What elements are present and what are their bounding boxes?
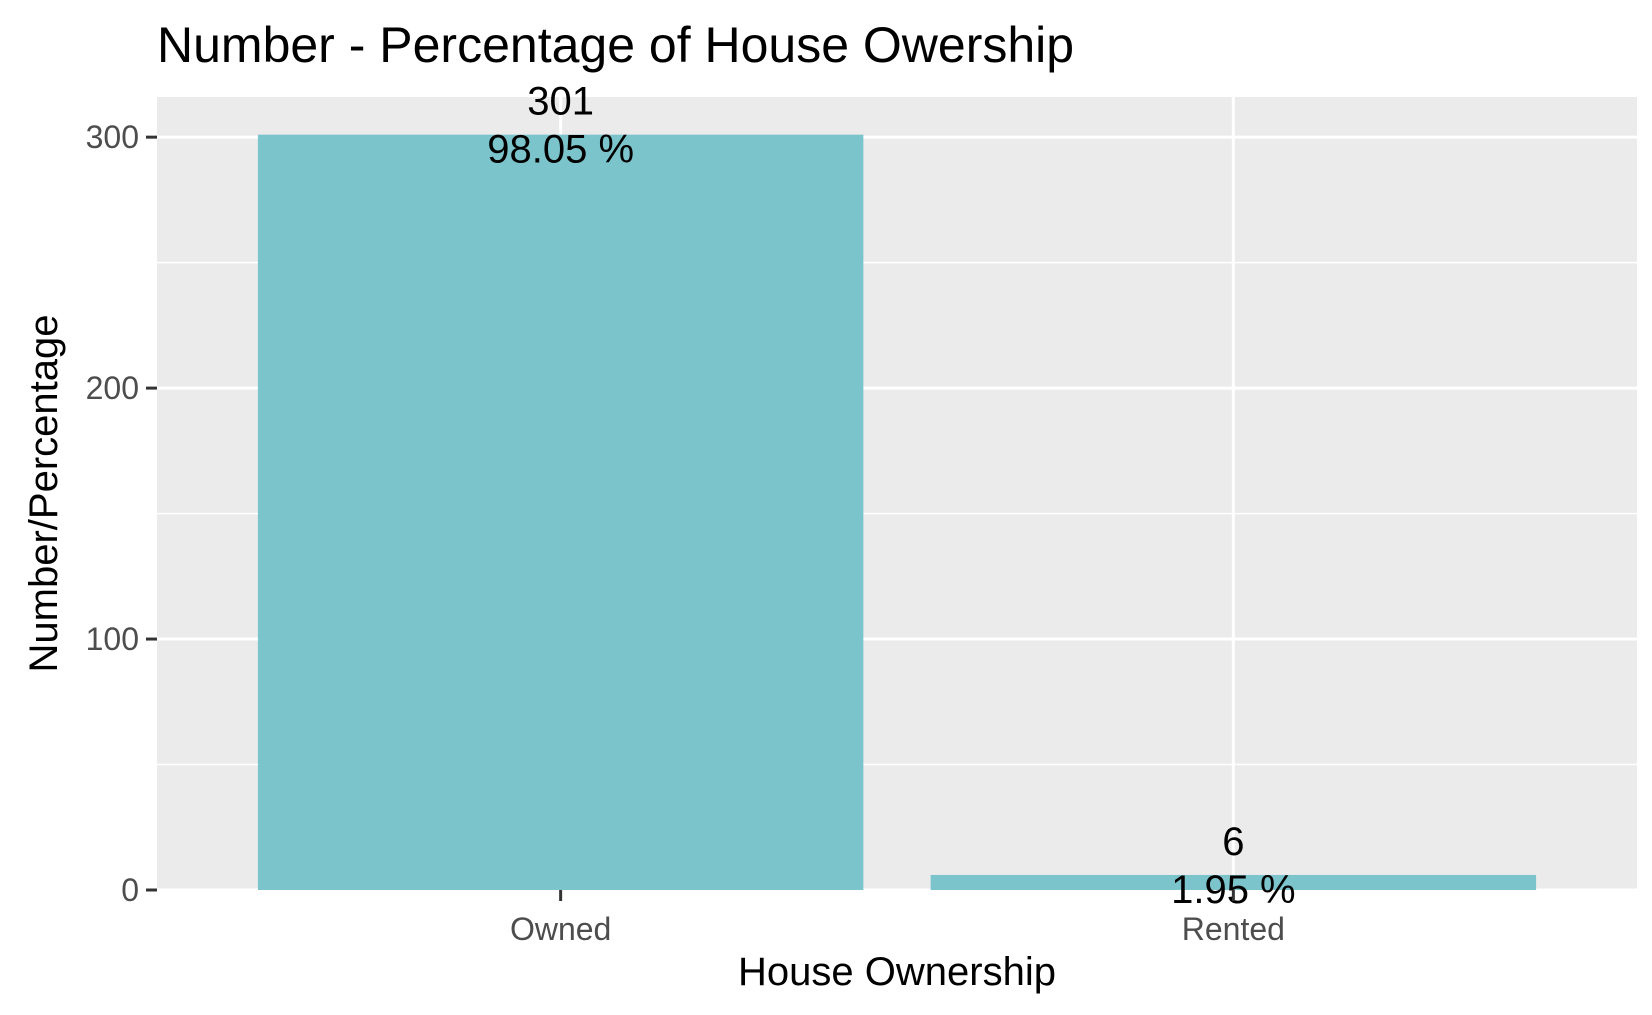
- x-tick-label: Rented: [1182, 911, 1285, 947]
- y-axis-title: Number/Percentage: [22, 315, 66, 673]
- y-axis: 0 100 200 300: [86, 119, 157, 908]
- y-tick-label: 300: [86, 119, 139, 155]
- x-tick-label: Owned: [510, 911, 611, 947]
- value-label: 6: [1222, 820, 1244, 864]
- y-tick-label: 100: [86, 621, 139, 657]
- bar-rented: [930, 874, 1537, 890]
- chart-title: Number - Percentage of House Owership: [157, 17, 1074, 73]
- y-tick-label: 0: [121, 872, 139, 908]
- percent-label: 1.95 %: [1171, 868, 1296, 912]
- bars: [257, 134, 1537, 891]
- y-tick-label: 200: [86, 370, 139, 406]
- bar-owned: [257, 134, 864, 891]
- x-axis-title: House Ownership: [738, 950, 1056, 994]
- percent-label: 98.05 %: [487, 128, 634, 172]
- x-axis: Owned Rented: [510, 890, 1285, 947]
- value-label: 301: [527, 80, 594, 124]
